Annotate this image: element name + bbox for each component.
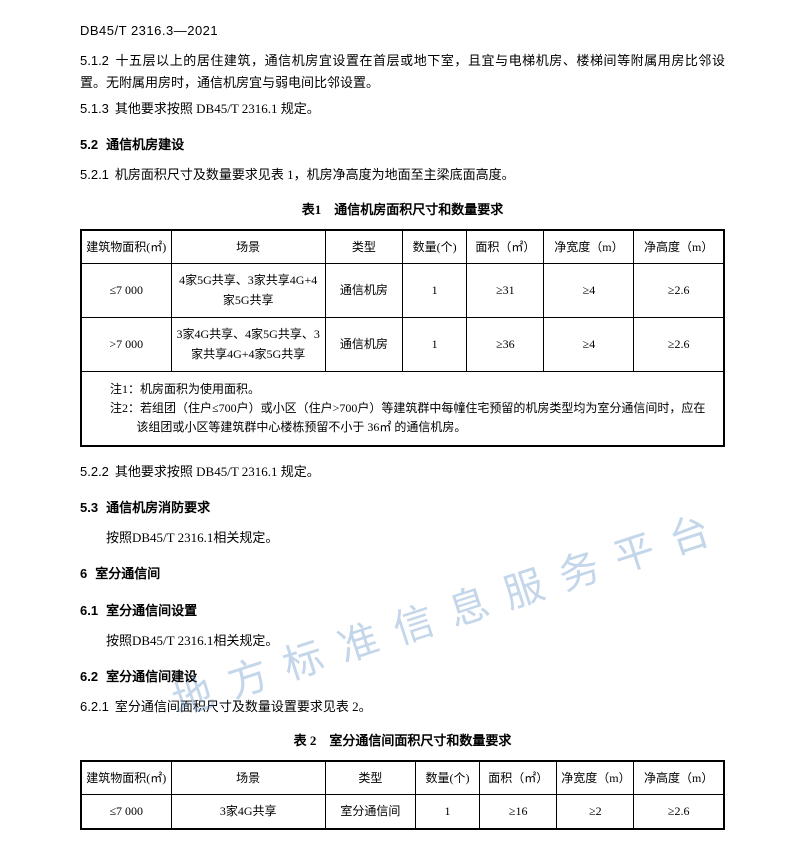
- table-cell: 3家4G共享: [171, 795, 325, 829]
- table-cell: ≥2.6: [634, 795, 724, 829]
- table-cell: ≤7 000: [81, 264, 171, 318]
- table1-caption: 表1 通信机房面积尺寸和数量要求: [80, 199, 725, 221]
- clause-num: 5.2.1: [80, 167, 109, 182]
- section-6-heading: 6 室分通信间: [80, 563, 725, 585]
- table-header-cell: 场景: [171, 230, 325, 264]
- clause-num: 6.2.1: [80, 699, 109, 714]
- table-cell: 1: [415, 795, 479, 829]
- page: { "doc_code": "DB45/T 2316.3—2021", "p_5…: [80, 20, 725, 830]
- section-6-1-heading: 6.1 室分通信间设置: [80, 600, 725, 622]
- section-title: 通信机房建设: [106, 137, 184, 152]
- doc-code: DB45/T 2316.3—2021: [80, 20, 725, 42]
- table-note: 注2：若组团（住户≤700户）或小区（住户>700户）等建筑群中每幢住宅预留的机…: [136, 399, 707, 437]
- clause-text: 其他要求按照 DB45/T 2316.1 规定。: [115, 464, 320, 479]
- clause-text: 机房面积尺寸及数量要求见表 1，机房净高度为地面至主梁底面高度。: [115, 167, 515, 182]
- table-header-cell: 面积（㎡）: [480, 761, 557, 795]
- table-row: >7 0003家4G共享、4家5G共享、3家共享4G+4家5G共享通信机房1≥3…: [81, 317, 724, 371]
- clause-num: 5.1.2: [80, 53, 109, 68]
- table-cell: ≥4: [544, 317, 634, 371]
- section-num: 5.2: [80, 137, 98, 152]
- section-6-2-heading: 6.2 室分通信间建设: [80, 666, 725, 688]
- clause-num: 5.1.3: [80, 101, 109, 116]
- clause-5-3-body: 按照DB45/T 2316.1相关规定。: [80, 527, 725, 549]
- table-header-cell: 面积（㎡）: [467, 230, 544, 264]
- table1: 建筑物面积(㎡)场景类型数量(个)面积（㎡）净宽度（m）净高度（m）≤7 000…: [80, 229, 725, 448]
- table-header-cell: 净高度（m）: [634, 230, 724, 264]
- table-cell: ≥2.6: [634, 317, 724, 371]
- table-header-cell: 净宽度（m）: [544, 230, 634, 264]
- table-header-cell: 类型: [325, 230, 402, 264]
- section-5-2-heading: 5.2 通信机房建设: [80, 134, 725, 156]
- clause-text: 其他要求按照 DB45/T 2316.1 规定。: [115, 101, 320, 116]
- clause-5-1-3: 5.1.3 其他要求按照 DB45/T 2316.1 规定。: [80, 98, 725, 120]
- clause-num: 5.2.2: [80, 464, 109, 479]
- table-row: ≤7 0003家4G共享室分通信间1≥16≥2≥2.6: [81, 795, 724, 829]
- table-header-cell: 建筑物面积(㎡): [81, 761, 171, 795]
- table2: 建筑物面积(㎡)场景类型数量(个)面积（㎡）净宽度（m）净高度（m）≤7 000…: [80, 760, 725, 830]
- table-header-cell: 建筑物面积(㎡): [81, 230, 171, 264]
- clause-5-2-1: 5.2.1 机房面积尺寸及数量要求见表 1，机房净高度为地面至主梁底面高度。: [80, 164, 725, 186]
- section-num: 6.1: [80, 603, 98, 618]
- table-cell: 室分通信间: [325, 795, 415, 829]
- table-cell: ≥36: [467, 317, 544, 371]
- table-header-cell: 净高度（m）: [634, 761, 724, 795]
- clause-5-1-2: 5.1.2十五层以上的居住建筑，通信机房宜设置在首层或地下室，且宜与电梯机房、楼…: [80, 50, 725, 94]
- table-header-cell: 净宽度（m）: [557, 761, 634, 795]
- table-cell: 通信机房: [325, 317, 402, 371]
- table-notes: 注1：机房面积为使用面积。注2：若组团（住户≤700户）或小区（住户>700户）…: [81, 371, 724, 446]
- table-cell: ≥2: [557, 795, 634, 829]
- clause-text: 十五层以上的居住建筑，通信机房宜设置在首层或地下室，且宜与电梯机房、楼梯间等附属…: [80, 53, 725, 90]
- section-title: 室分通信间建设: [106, 669, 197, 684]
- table-header-cell: 场景: [171, 761, 325, 795]
- table-cell: ≤7 000: [81, 795, 171, 829]
- table-cell: ≥4: [544, 264, 634, 318]
- table-cell: 1: [402, 317, 466, 371]
- table-cell: 3家4G共享、4家5G共享、3家共享4G+4家5G共享: [171, 317, 325, 371]
- table-header-cell: 类型: [325, 761, 415, 795]
- clause-5-2-2: 5.2.2 其他要求按照 DB45/T 2316.1 规定。: [80, 461, 725, 483]
- section-title: 室分通信间: [95, 566, 160, 581]
- table-header-cell: 数量(个): [415, 761, 479, 795]
- table-cell: >7 000: [81, 317, 171, 371]
- clause-text: 室分通信间面积尺寸及数量设置要求见表 2。: [115, 699, 372, 714]
- section-title: 通信机房消防要求: [106, 500, 210, 515]
- section-5-3-heading: 5.3 通信机房消防要求: [80, 497, 725, 519]
- section-num: 5.3: [80, 500, 98, 515]
- table-cell: 通信机房: [325, 264, 402, 318]
- section-num: 6.2: [80, 669, 98, 684]
- table2-caption: 表 2 室分通信间面积尺寸和数量要求: [80, 730, 725, 752]
- section-title: 室分通信间设置: [106, 603, 197, 618]
- table-header-cell: 数量(个): [402, 230, 466, 264]
- table-cell: ≥16: [480, 795, 557, 829]
- table-cell: 4家5G共享、3家共享4G+4家5G共享: [171, 264, 325, 318]
- section-num: 6: [80, 566, 87, 581]
- clause-6-1-body: 按照DB45/T 2316.1相关规定。: [80, 630, 725, 652]
- table-cell: ≥31: [467, 264, 544, 318]
- clause-6-2-1: 6.2.1 室分通信间面积尺寸及数量设置要求见表 2。: [80, 696, 725, 718]
- table-cell: 1: [402, 264, 466, 318]
- table-note: 注1：机房面积为使用面积。: [136, 380, 707, 399]
- table-row: ≤7 0004家5G共享、3家共享4G+4家5G共享通信机房1≥31≥4≥2.6: [81, 264, 724, 318]
- table-cell: ≥2.6: [634, 264, 724, 318]
